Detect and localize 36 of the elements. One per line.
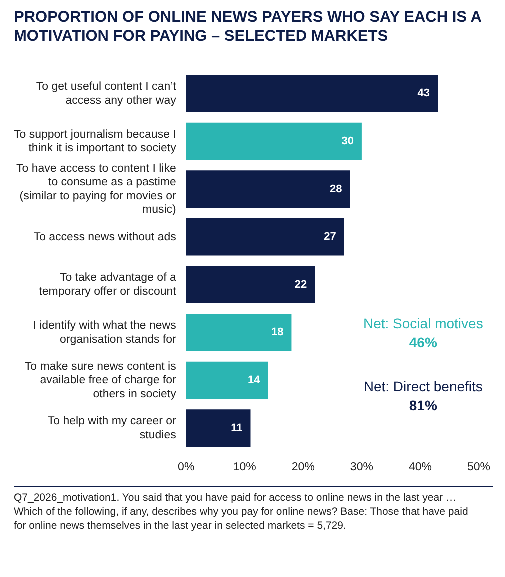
x-tick-label: 0% <box>178 461 195 474</box>
bar <box>186 362 268 400</box>
y-tick-label: I identify with what the news organisation stands for <box>33 320 177 346</box>
annotation: 81% <box>409 397 438 414</box>
y-tick-label: To support journalism because I think it is important to society <box>14 128 177 155</box>
annotation: 46% <box>409 334 438 351</box>
x-tick-label: 10% <box>233 461 256 474</box>
annotation: Net: Social motives <box>363 316 484 332</box>
data-label: 30 <box>342 136 354 148</box>
y-tick-label: To make sure news content is available free of charge for others in society <box>24 360 177 400</box>
y-tick-label: To help with my career or studies <box>48 416 177 442</box>
bar <box>186 75 438 112</box>
y-tick-label: To take advantage of a temporary offer or discount <box>39 272 178 298</box>
chart-title: PROPORTION OF ONLINE NEWS PAYERS WHO SAY EACH IS A MOTIVATION FOR PAYING – SELECTED MARKETS <box>13 8 482 46</box>
x-tick-label: 30% <box>350 461 374 474</box>
x-tick-label: 50% <box>467 461 491 474</box>
text: Q7_2026_motivation1. You said that you have paid for access to online news in the last year … Which of the following, if any, describes why you pay for online news? Base: Those that have paid for online news themselves in the last year in selected markets = 5,729. <box>14 486 493 533</box>
data-label: 14 <box>248 374 262 387</box>
y-tick-label: To access news without ads <box>34 231 177 244</box>
y-tick-label: To have access to content I like to consume as a pastime (similar to paying for movies or music) <box>16 162 177 216</box>
data-label: 18 <box>271 326 284 339</box>
annotation: Net: Direct benefits <box>364 378 483 394</box>
bar <box>186 170 350 208</box>
bar <box>186 314 292 352</box>
bar <box>186 266 316 304</box>
x-tick-label: 40% <box>408 461 432 474</box>
y-tick-label: To get useful content I can’t access any other way <box>36 80 178 107</box>
data-label: 43 <box>418 88 430 100</box>
bar <box>186 122 362 160</box>
data-label: 22 <box>294 278 308 291</box>
bar <box>186 410 251 447</box>
x-tick-label: 20% <box>292 461 315 474</box>
data-label: 28 <box>330 183 342 196</box>
bar <box>186 218 344 256</box>
data-label: 11 <box>231 422 243 434</box>
data-label: 27 <box>324 231 336 244</box>
